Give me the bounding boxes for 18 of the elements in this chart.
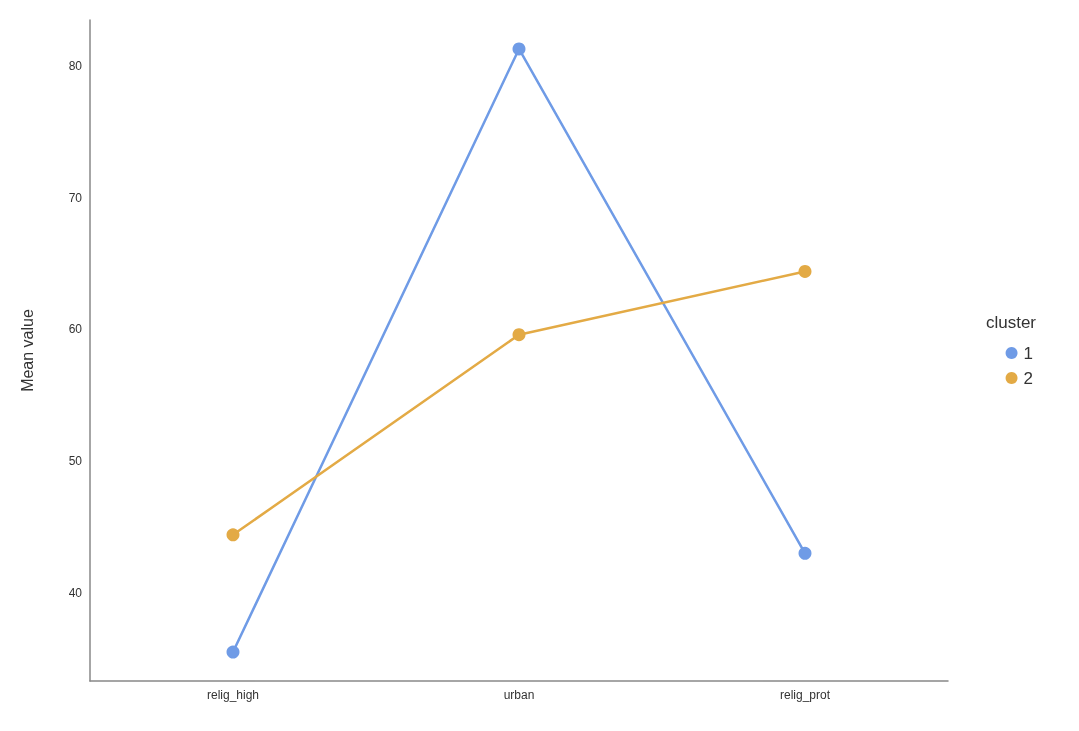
y-axis-title: Mean value: [18, 309, 36, 392]
legend-label: 2: [1023, 368, 1034, 388]
point: [512, 42, 526, 56]
y-tick-label: 60: [68, 322, 83, 337]
x-tick-label: relig_high: [206, 688, 260, 702]
x-tick-label: urban: [503, 688, 535, 702]
y-tick-label: 80: [68, 59, 83, 74]
point: [512, 328, 526, 342]
point: [798, 546, 812, 560]
point: [798, 265, 812, 278]
legend-title: cluster: [985, 313, 1037, 332]
legend-label: 1: [1023, 343, 1034, 363]
point: [226, 528, 240, 542]
y-tick-label: 40: [68, 585, 83, 600]
y-tick-label: 50: [68, 454, 83, 469]
point: [226, 645, 240, 659]
y-tick-label: 70: [68, 190, 83, 205]
x-tick-label: relig_prot: [779, 688, 831, 702]
